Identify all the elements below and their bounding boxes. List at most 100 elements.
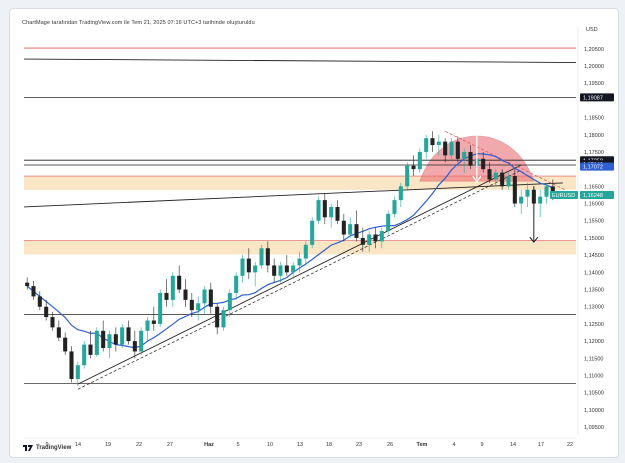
candle-body-23 (170, 275, 175, 300)
candle-body-2 (37, 296, 42, 307)
symbol-tag-bg (550, 191, 578, 200)
x-tick-label-16: 17 (538, 442, 544, 448)
tradingview-logo: TradingView (23, 445, 71, 451)
candle-body-55 (373, 234, 378, 242)
candle-body-49 (335, 206, 340, 221)
x-tick-label-15: 14 (510, 442, 516, 448)
candle-body-22 (164, 292, 169, 300)
falling-trendline-red (444, 130, 566, 191)
price-label-4: 1,16248 (583, 193, 603, 199)
tradingview-logo-icon (23, 445, 33, 451)
candle-body-72 (481, 158, 486, 170)
x-tick-label-2: 19 (105, 442, 111, 448)
y-tick-label-14: 1,12500 (584, 322, 604, 328)
candle-body-34 (240, 258, 245, 276)
candle-body-59 (398, 186, 403, 201)
y-tick-label-5: 1,17500 (584, 150, 604, 156)
candle-body-1 (31, 286, 36, 297)
candle-body-44 (303, 244, 308, 259)
candle-body-61 (411, 165, 416, 170)
candle-body-43 (297, 258, 302, 266)
candle-body-17 (132, 341, 137, 352)
candle-body-69 (462, 151, 467, 159)
candlestick-chart[interactable]: USD 1,20500 1,20000 1,19500 1,18500 1,18000 1,… (10, 9, 618, 457)
x-tick-label-4: 27 (167, 442, 173, 448)
y-tick-label-4: 1,18000 (584, 133, 604, 139)
price-label-bg-0 (580, 93, 614, 102)
y-tick-label-18: 1,10500 (584, 391, 604, 397)
x-tick-label-17: 22 (567, 442, 573, 448)
y-tick-label-11: 1,14000 (584, 270, 604, 276)
white-arrow-head (472, 175, 482, 183)
candle-body-27 (196, 303, 201, 311)
y-tick-label-19: 1,10000 (584, 408, 604, 414)
candle-body-15 (120, 327, 125, 345)
y-tick-label-17: 1,11000 (584, 374, 603, 380)
candle-body-30 (215, 306, 220, 328)
candle-body-11 (94, 330, 99, 355)
candle-body-5 (56, 327, 61, 338)
candle-body-74 (493, 172, 498, 180)
candle-body-76 (506, 176, 511, 187)
candle-body-82 (544, 186, 549, 197)
candle-body-73 (487, 169, 492, 180)
candle-body-63 (424, 138, 429, 152)
candle-body-13 (107, 334, 112, 349)
candle-body-50 (341, 220, 346, 235)
x-tick-label-1: 14 (75, 442, 81, 448)
rising-trendline (77, 164, 522, 385)
candle-body-56 (379, 231, 384, 242)
candle-body-0 (25, 282, 30, 287)
x-tick-label-0: 9 (45, 442, 48, 448)
candle-body-58 (392, 200, 397, 214)
x-tick-label-7: 10 (267, 442, 273, 448)
candle-body-36 (253, 265, 258, 273)
x-tick-label-10: 23 (356, 442, 362, 448)
candle-body-35 (246, 258, 251, 273)
y-tick-label-9: 1,15000 (584, 236, 604, 242)
x-tick-label-12: Tem (417, 442, 428, 448)
y-axis-currency: USD (586, 27, 598, 33)
candle-body-64 (430, 138, 435, 146)
candle-body-57 (386, 213, 391, 232)
candle-body-79 (525, 189, 530, 197)
zone-1 (24, 240, 576, 255)
x-tick-label-8: 13 (297, 442, 303, 448)
y-tick-label-20: 1,09500 (584, 425, 604, 431)
candle-body-47 (322, 200, 327, 218)
candle-body-70 (468, 151, 473, 166)
candle-body-48 (329, 206, 334, 218)
candle-body-28 (202, 289, 207, 304)
black-arrow-head (529, 236, 539, 243)
y-tick-label-13: 1,13000 (584, 305, 604, 311)
price-label-0: 1,19087 (583, 95, 603, 101)
upper-channel-line (23, 182, 563, 208)
y-tick-label-12: 1,13500 (584, 288, 604, 294)
x-tick-label-14: 9 (480, 442, 483, 448)
candle-body-67 (449, 141, 454, 156)
candle-body-31 (221, 310, 226, 328)
candle-body-16 (126, 327, 131, 342)
candle-body-8 (75, 365, 80, 379)
candle-body-3 (44, 306, 49, 318)
x-tick-label-5: Haz (204, 442, 214, 448)
candle-body-40 (278, 265, 283, 276)
candle-body-51 (348, 224, 353, 235)
candle-body-68 (455, 141, 460, 159)
candle-body-9 (82, 344, 87, 366)
candle-body-37 (259, 248, 264, 266)
candle-body-19 (145, 320, 150, 331)
y-tick-label-6: 1,16500 (584, 184, 604, 190)
candle-body-39 (272, 265, 277, 276)
x-tick-label-9: 18 (326, 442, 332, 448)
candle-body-41 (284, 265, 289, 273)
y-tick-label-10: 1,14500 (584, 253, 604, 259)
rising-trendline-dashed (77, 169, 522, 390)
candle-body-81 (538, 196, 543, 204)
candle-body-62 (417, 151, 422, 170)
candle-body-12 (101, 330, 106, 349)
candle-body-42 (291, 265, 296, 273)
candle-body-25 (183, 289, 188, 300)
candle-body-77 (512, 176, 517, 204)
y-tick-label-8: 1,15500 (584, 219, 604, 225)
